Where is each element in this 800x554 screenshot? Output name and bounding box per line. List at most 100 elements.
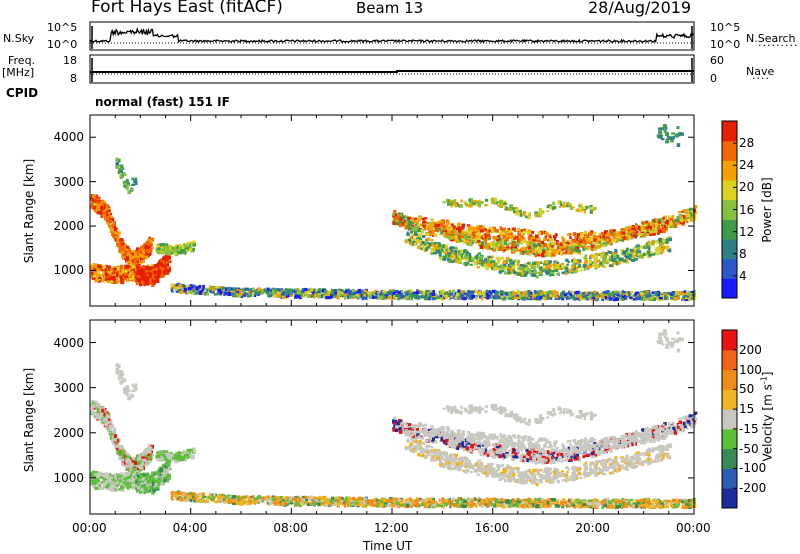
- power-mark: [147, 247, 151, 252]
- nave-tick-bottom: 0: [710, 72, 717, 85]
- power-mark: [416, 289, 419, 293]
- power-mark: [440, 224, 445, 228]
- power-mark: [531, 263, 534, 268]
- power-mark: [458, 226, 462, 230]
- power-mark: [558, 264, 562, 268]
- power-mark: [133, 278, 137, 281]
- power-mark: [213, 293, 218, 296]
- power-mark: [433, 241, 437, 246]
- power-mark: [484, 258, 487, 261]
- power-mark: [671, 291, 674, 295]
- power-mark: [451, 223, 454, 227]
- power-mark: [474, 227, 478, 230]
- power-mark: [555, 240, 559, 243]
- power-mark: [496, 239, 500, 242]
- power-mark: [553, 241, 556, 245]
- power-mark: [545, 261, 548, 264]
- power-mark: [513, 259, 518, 263]
- power-mark: [633, 233, 636, 238]
- power-mark: [450, 249, 453, 253]
- power-mark: [166, 266, 170, 269]
- power-mark: [154, 275, 158, 279]
- power-mark: [469, 263, 473, 266]
- power-mark: [239, 289, 243, 293]
- power-mark: [527, 212, 531, 216]
- power-mark: [393, 294, 397, 299]
- power-mark: [188, 243, 192, 247]
- power-mark: [609, 296, 612, 301]
- power-mark: [610, 254, 615, 257]
- power-mark: [553, 237, 557, 241]
- power-mark: [133, 256, 137, 261]
- power-mark: [104, 278, 108, 281]
- power-mark: [669, 217, 674, 221]
- power-mark: [526, 244, 529, 248]
- power-mark: [185, 285, 190, 288]
- power-mark: [186, 246, 189, 250]
- power-mark: [147, 253, 151, 256]
- power-mark: [593, 236, 597, 239]
- power-mark: [620, 228, 625, 231]
- power-mark: [458, 231, 462, 235]
- power-mark: [533, 270, 537, 275]
- power-mark: [527, 245, 531, 249]
- power-mark: [308, 290, 311, 294]
- power-mark: [678, 291, 682, 294]
- power-mark: [251, 292, 255, 296]
- power-mark: [454, 251, 458, 255]
- power-mark: [429, 251, 433, 254]
- power-mark: [426, 290, 430, 293]
- power-mark: [579, 298, 584, 301]
- power-mark: [575, 237, 579, 240]
- power-mark: [217, 286, 221, 290]
- power-mark: [604, 295, 608, 300]
- power-mark: [415, 239, 419, 242]
- power-mark: [463, 292, 467, 295]
- power-mark: [228, 292, 232, 296]
- power-mark: [571, 242, 576, 246]
- power-mark: [543, 237, 547, 241]
- nave-tick-top: 60: [710, 54, 724, 67]
- power-mark: [111, 227, 116, 231]
- power-mark: [422, 246, 425, 250]
- power-mark: [407, 217, 412, 220]
- power-mark: [512, 292, 517, 296]
- power-mark: [607, 237, 610, 240]
- power-mark: [166, 269, 171, 273]
- power-mark: [91, 276, 96, 280]
- power-mark: [655, 292, 660, 296]
- power-mark: [463, 238, 467, 241]
- power-mark: [187, 287, 192, 291]
- power-mark: [124, 244, 128, 248]
- power-mark: [444, 253, 448, 258]
- power-mark: [651, 229, 655, 233]
- power-mark: [460, 257, 464, 260]
- power-mark: [298, 290, 302, 294]
- power-mark: [443, 234, 447, 238]
- power-mark: [420, 291, 424, 295]
- power-mark: [499, 247, 503, 252]
- power-mark: [629, 291, 634, 294]
- power-mark: [178, 284, 183, 288]
- power-mark: [437, 221, 441, 224]
- power-mark: [566, 292, 569, 295]
- power-mark: [655, 253, 660, 256]
- power-mark: [144, 276, 148, 280]
- power-mark: [458, 253, 461, 256]
- power-mark: [481, 225, 485, 228]
- power-mark: [495, 243, 499, 248]
- power-mark: [90, 272, 94, 275]
- power-mark: [431, 292, 436, 296]
- power-mark: [602, 293, 607, 296]
- power-mark: [412, 233, 416, 236]
- nsearch-tick-bottom: 10^0: [710, 38, 741, 51]
- power-mark: [608, 255, 613, 259]
- power-mark: [517, 290, 520, 294]
- power-mark: [141, 269, 145, 274]
- power-mark: [655, 223, 658, 228]
- power-mark: [421, 295, 425, 299]
- power-mark: [635, 291, 639, 295]
- power-mark: [567, 271, 570, 274]
- power-mark: [488, 256, 492, 260]
- power-mark: [570, 247, 574, 251]
